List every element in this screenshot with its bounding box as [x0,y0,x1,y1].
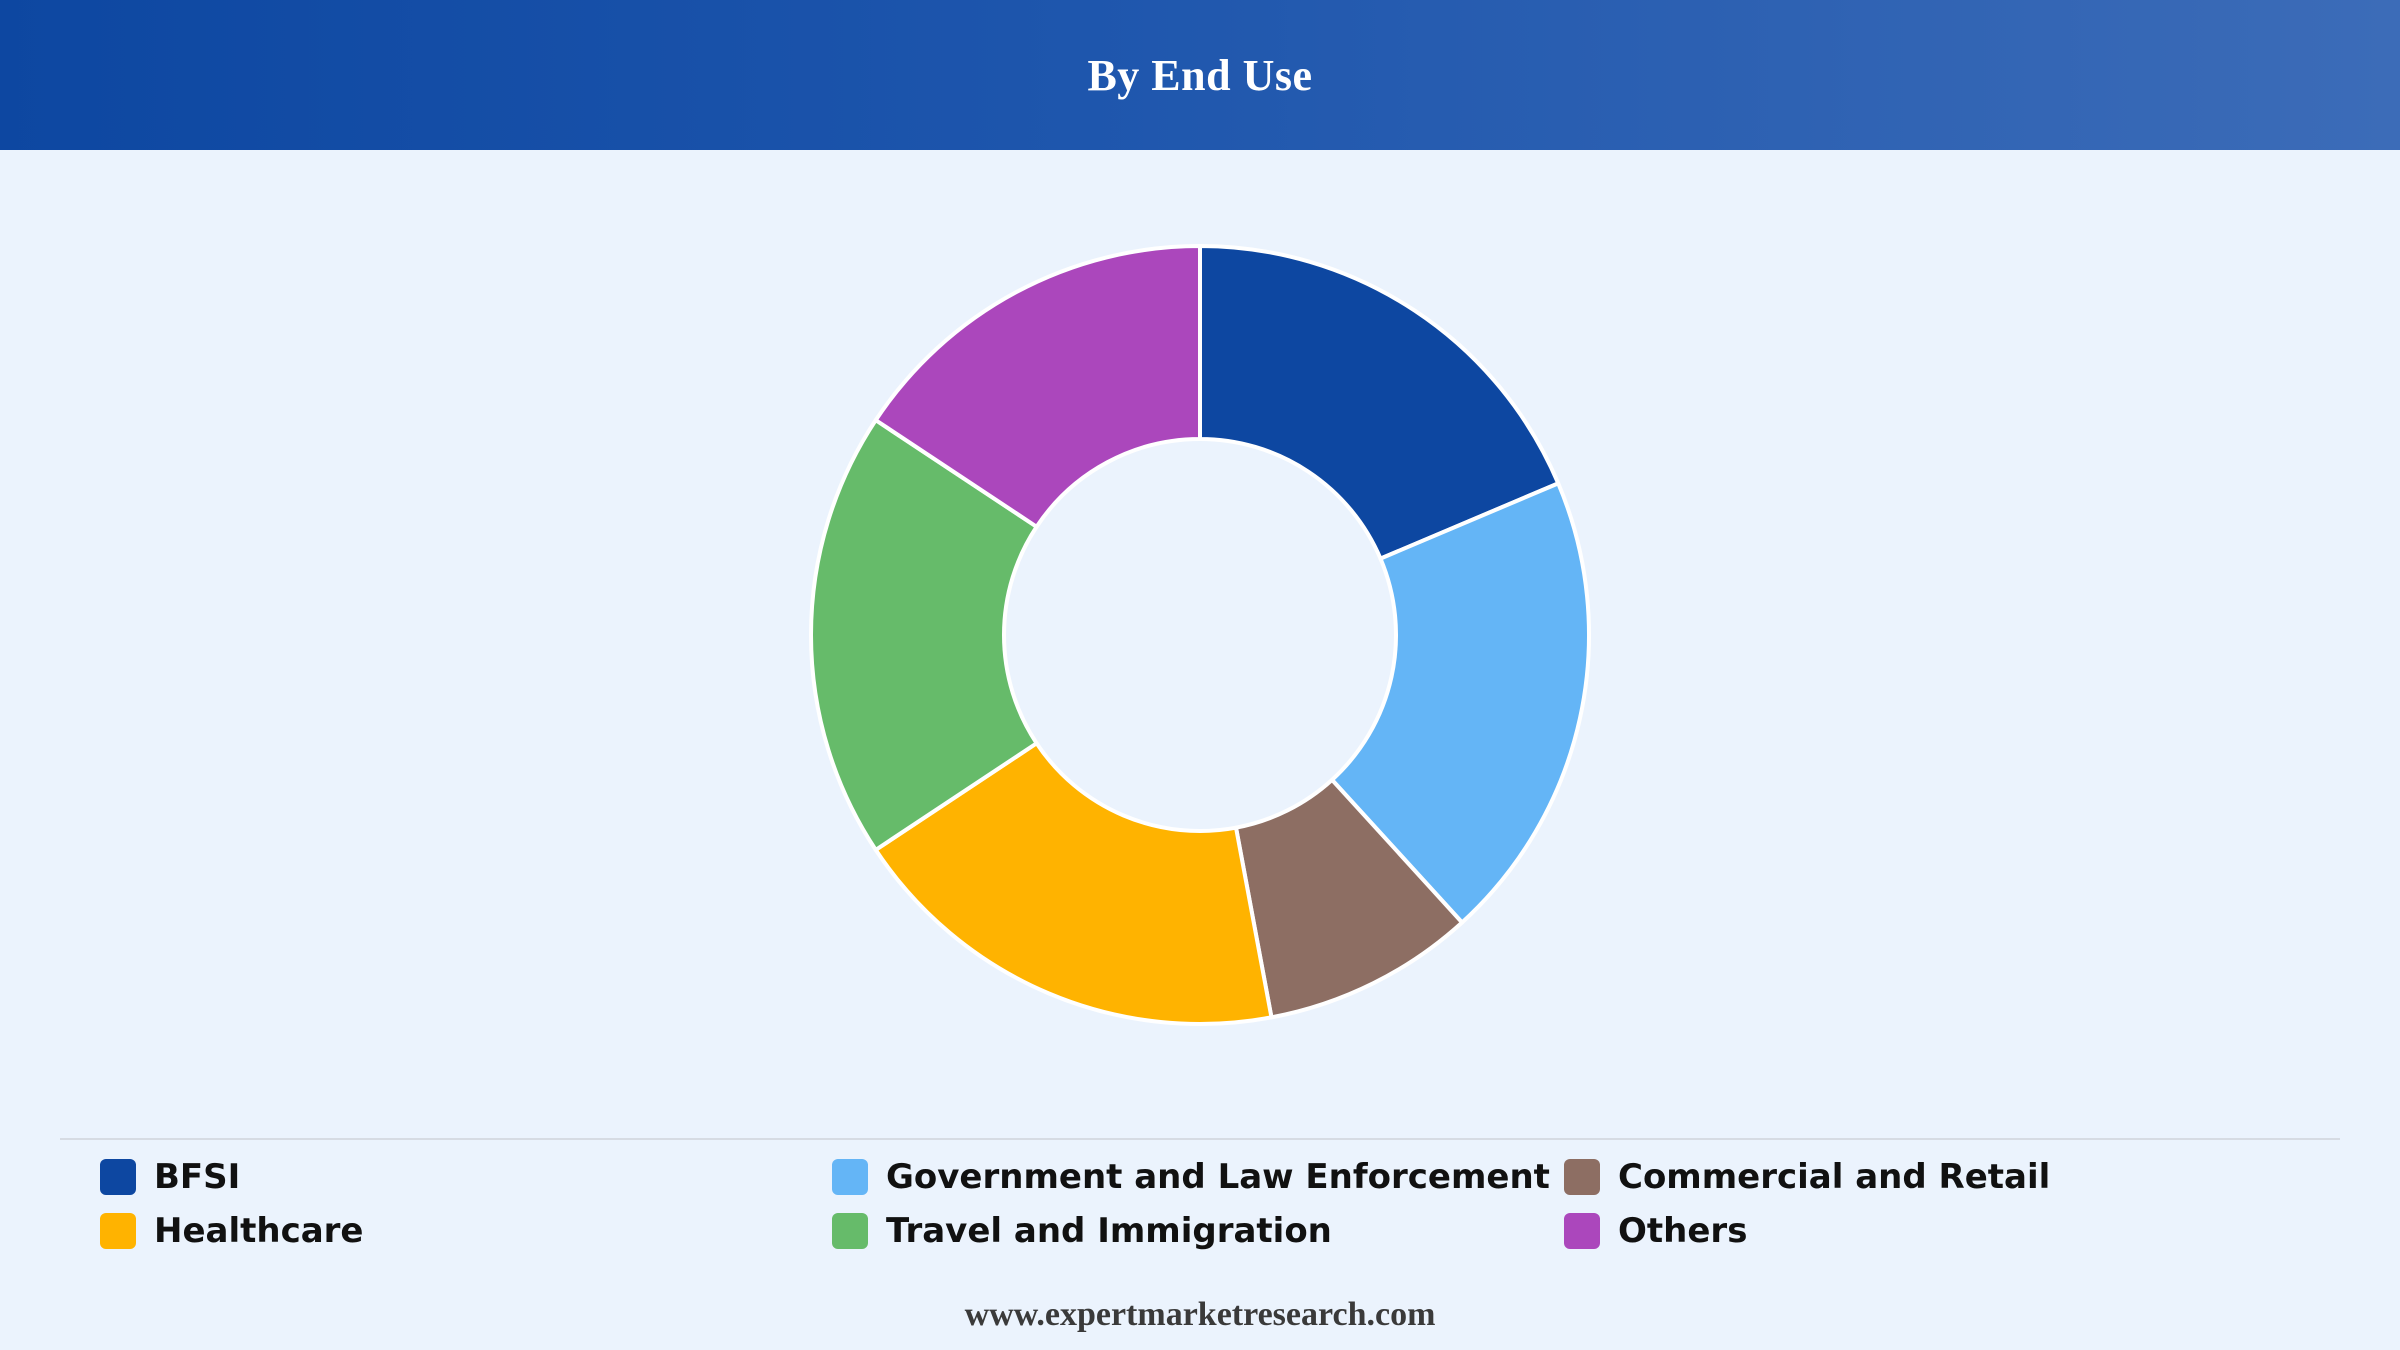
legend-label: Others [1618,1211,1748,1251]
legend-swatch [100,1213,136,1249]
chart-area [0,150,2400,1130]
slice-others[interactable] [873,244,1202,529]
legend-item-government[interactable]: Government and Law Enforcement [832,1150,1564,1204]
legend-item-commercial[interactable]: Commercial and Retail [1564,1150,2296,1204]
legend-label: BFSI [154,1157,241,1197]
source-website: www.expertmarketresearch.com [964,1296,1436,1333]
legend-label: Travel and Immigration [886,1211,1332,1251]
legend-swatch [100,1159,136,1195]
legend-swatch [832,1159,868,1195]
legend-item-healthcare[interactable]: Healthcare [100,1204,832,1258]
chart-header: By End Use [0,0,2400,150]
legend-swatch [1564,1159,1600,1195]
legend-swatch [832,1213,868,1249]
chart-legend: BFSI Government and Law Enforcement Comm… [100,1150,2300,1258]
legend-item-others[interactable]: Others [1564,1204,2296,1258]
slice-bfsi[interactable] [1198,244,1561,561]
legend-item-bfsi[interactable]: BFSI [100,1150,832,1204]
slice-government-and-law-enforcement[interactable] [1330,481,1591,925]
slice-travel-and-immigration[interactable] [809,418,1039,852]
legend-swatch [1564,1213,1600,1249]
legend-label: Healthcare [154,1211,364,1251]
legend-label: Government and Law Enforcement [886,1157,1550,1197]
legend-label: Commercial and Retail [1618,1157,2051,1197]
legend-divider [60,1138,2340,1140]
slice-healthcare[interactable] [873,741,1274,1026]
chart-title: By End Use [1087,50,1313,100]
legend-item-travel[interactable]: Travel and Immigration [832,1204,1564,1258]
donut-chart [809,244,1591,1026]
